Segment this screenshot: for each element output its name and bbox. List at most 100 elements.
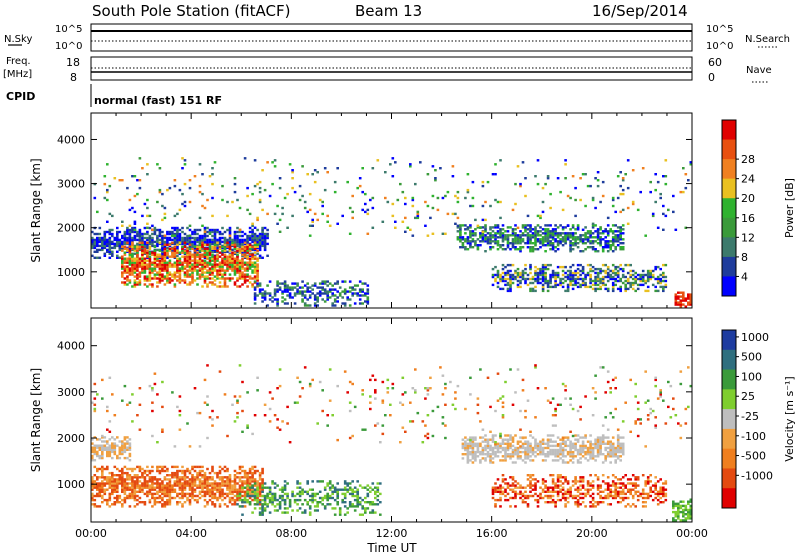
power-cell: [564, 177, 567, 180]
vel-cell: [586, 448, 590, 452]
power-cell: [136, 273, 139, 276]
power-cell: [536, 230, 540, 233]
power-cell: [549, 285, 552, 289]
power-cell: [253, 280, 257, 283]
power-cell: [301, 286, 304, 289]
power-cell: [201, 241, 204, 244]
power-cell: [536, 182, 540, 186]
vel-cell: [283, 503, 287, 506]
power-cell: [531, 281, 535, 285]
power-cell: [161, 259, 164, 262]
vel-cell: [499, 442, 502, 445]
vel-cell: [116, 478, 119, 481]
power-cell: [258, 180, 262, 184]
vel-cell: [539, 453, 542, 456]
vel-cell: [136, 486, 139, 489]
power-cell: [546, 289, 550, 293]
power-cell: [499, 277, 502, 281]
vel-cell: [496, 446, 500, 450]
power-cell: [126, 271, 129, 274]
power-cell: [574, 277, 577, 281]
power-cell: [551, 246, 555, 249]
power-cell: [161, 265, 164, 268]
power-cell: [191, 255, 194, 258]
power-cell: [186, 240, 189, 244]
power-cell: [183, 251, 187, 254]
power-cell: [559, 265, 562, 269]
vel-cell: [123, 480, 127, 483]
power-cell: [228, 273, 232, 276]
vel-cell: [213, 486, 217, 489]
power-cell: [531, 242, 535, 245]
vel-cell: [509, 438, 512, 441]
power-cell: [654, 265, 657, 269]
power-cell: [108, 230, 112, 234]
power-cell: [659, 273, 662, 277]
vel-cell: [376, 490, 380, 493]
power-cell: [496, 248, 500, 251]
vel-cell: [96, 454, 99, 458]
power-cell: [206, 230, 209, 234]
power-cell: [228, 240, 232, 244]
vel-cell: [278, 507, 282, 510]
vel-cell: [328, 486, 332, 489]
vel-cell: [318, 496, 322, 500]
power-cell: [499, 230, 502, 233]
power-cell: [461, 238, 465, 241]
power-cell: [203, 226, 207, 230]
vel-cell: [561, 459, 565, 462]
vel-cell: [151, 496, 154, 500]
power-cell: [238, 251, 242, 254]
power-cell: [101, 242, 104, 246]
power-cell: [631, 200, 635, 204]
vel-cell: [484, 440, 487, 443]
vel-cell: [346, 507, 349, 510]
power-cell: [161, 248, 164, 252]
vel-cell: [296, 480, 299, 483]
power-cell: [191, 269, 194, 272]
vel-cell: [161, 496, 164, 500]
vel-cell: [321, 496, 324, 500]
vel-cell: [243, 476, 247, 479]
power-cell: [221, 198, 224, 202]
power-cell: [176, 254, 179, 257]
vel-cell: [336, 503, 339, 506]
power-cell: [208, 263, 212, 266]
power-cell: [106, 248, 109, 252]
power-cell: [166, 263, 169, 266]
power-cell: [471, 238, 475, 241]
vel-cell: [494, 434, 497, 437]
power-cell: [93, 182, 97, 186]
power-cell: [176, 261, 179, 264]
power-cell: [491, 226, 495, 229]
power-cell: [656, 289, 660, 293]
vel-cell: [118, 469, 122, 473]
power-cell: [178, 238, 182, 242]
power-cell: [589, 267, 592, 271]
power-cell: [111, 232, 114, 236]
vel-cell: [241, 488, 244, 491]
vel-cell: [281, 490, 284, 493]
vel-cell: [161, 484, 164, 487]
power-cell: [481, 204, 485, 208]
vel-cell: [161, 467, 164, 471]
power-cell: [516, 238, 520, 241]
power-cell: [216, 273, 219, 276]
power-cell: [251, 277, 254, 280]
vel-cell: [101, 440, 104, 443]
power-cell: [459, 232, 462, 235]
power-cell: [486, 240, 490, 243]
power-cell: [141, 255, 144, 258]
power-cell: [361, 282, 364, 285]
power-cell: [491, 246, 495, 249]
vel-cell: [338, 513, 342, 516]
vel-cell: [596, 438, 600, 441]
power-cell: [554, 238, 557, 241]
power-cell: [596, 228, 600, 231]
power-cell: [619, 230, 622, 233]
vel-cell: [211, 492, 214, 496]
power-cell: [178, 263, 182, 266]
power-cell: [128, 232, 132, 236]
power-cell: [326, 298, 329, 301]
power-cell: [198, 163, 202, 166]
